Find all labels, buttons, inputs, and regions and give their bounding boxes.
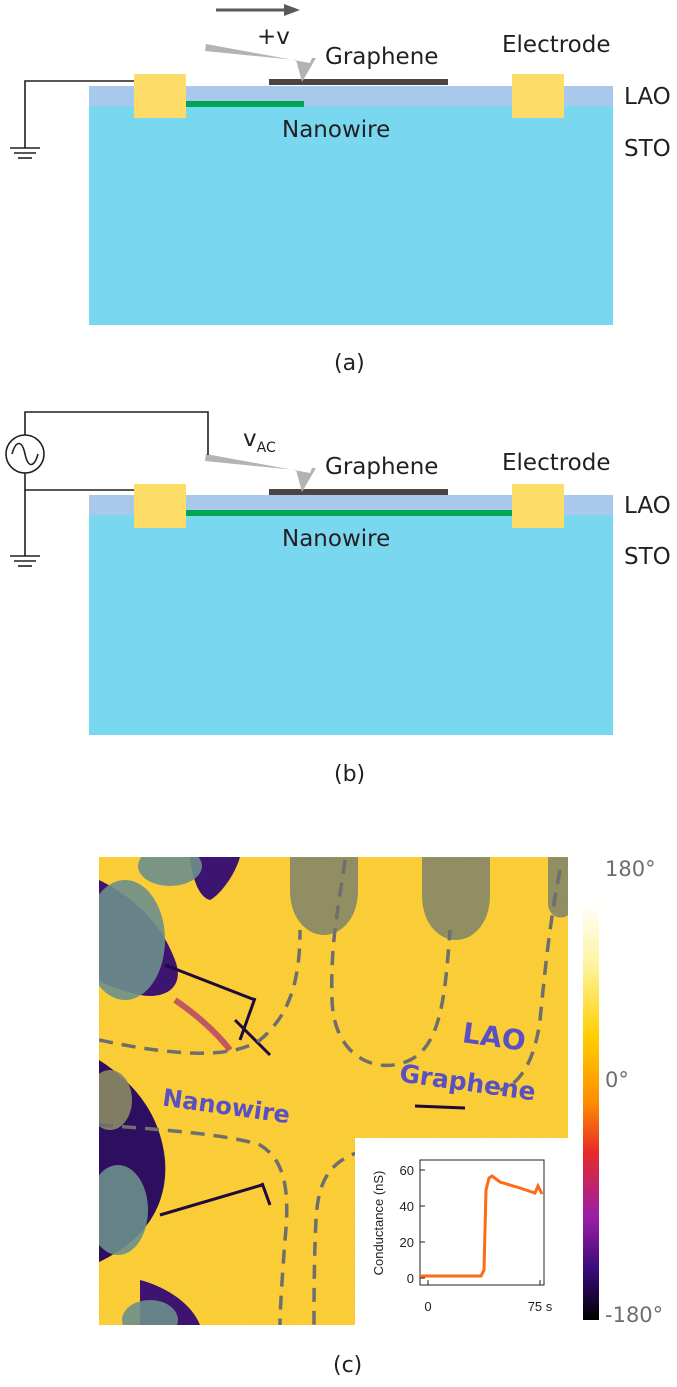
nanowire-bar (186, 510, 512, 516)
tip-voltage-label: +v (257, 24, 290, 50)
inset-axes-frame (419, 1159, 545, 1286)
tip-voltage-label: vAC (243, 426, 276, 456)
graphene-label: Graphene (325, 454, 438, 480)
electrode-label: Electrode (502, 32, 611, 58)
sto-substrate (89, 514, 613, 735)
graphene-bar (269, 489, 448, 495)
panel-a: +v Graphene Electrode LAO STO Nanowire (… (10, 4, 671, 376)
nanowire-bar (186, 101, 304, 107)
graphene-bar (269, 79, 448, 85)
inset-xtick-75: 75 s (528, 1299, 553, 1314)
ground-wire (24, 80, 134, 148)
panel-a-caption: (a) (334, 351, 365, 376)
inset-y-ticks (420, 1169, 541, 1285)
scan-direction-arrow-icon (216, 4, 300, 16)
nanowire-label: Nanowire (282, 117, 390, 143)
electrode-label: Electrode (502, 450, 611, 476)
panel-b-caption: (b) (334, 762, 365, 787)
inset-xtick-0: 0 (424, 1299, 431, 1314)
tip-voltage-main: v (243, 426, 257, 452)
inset-ylabel: Conductance (nS) (371, 1171, 386, 1276)
colorbar-min-label: -180° (605, 1303, 663, 1327)
right-electrode (512, 484, 564, 528)
boundary-outlines (99, 859, 562, 1325)
panel-c: 0 20 40 60 0 75 s Conductance (nS) LAO G… (99, 857, 663, 1378)
ac-wire-top (24, 411, 209, 455)
inset-ytick-0: 0 (407, 1271, 414, 1286)
colorbar-mid-label: 0° (605, 1068, 629, 1092)
nanowire-label: Nanowire (282, 526, 390, 552)
ground-icon (10, 147, 40, 159)
graphene-label: Graphene (325, 44, 438, 70)
ac-source-icon (5, 434, 45, 474)
tip-voltage-subscript: AC (257, 440, 276, 456)
conductance-trace (420, 1174, 544, 1278)
afm-tip (205, 44, 316, 82)
inset-ytick-20: 20 (400, 1235, 414, 1250)
sto-label: STO (624, 544, 671, 570)
inset-ytick-40: 40 (400, 1199, 414, 1214)
conductance-inset: 0 20 40 60 0 75 s Conductance (nS) (355, 1138, 568, 1325)
colorbar-max-label: 180° (605, 857, 656, 881)
panel-b: vAC Graphene Electrode LAO STO Nanowire … (5, 411, 671, 787)
sto-substrate (89, 105, 613, 325)
lao-label: LAO (624, 493, 671, 519)
afm-tip (205, 454, 316, 492)
ac-wire-bottom (24, 472, 134, 491)
inset-ytick-60: 60 (400, 1163, 414, 1178)
electrode-overlays (99, 857, 568, 1325)
right-electrode (512, 74, 564, 118)
ground-icon (10, 555, 40, 567)
lao-label: LAO (624, 84, 671, 110)
left-electrode (134, 74, 186, 118)
panel-c-caption: (c) (333, 1353, 362, 1378)
nanowire-traces (159, 963, 466, 1217)
left-electrode (134, 484, 186, 528)
phase-map: 0 20 40 60 0 75 s Conductance (nS) LAO G… (99, 857, 568, 1325)
sto-label: STO (624, 136, 671, 162)
phase-colorbar (583, 902, 599, 1320)
